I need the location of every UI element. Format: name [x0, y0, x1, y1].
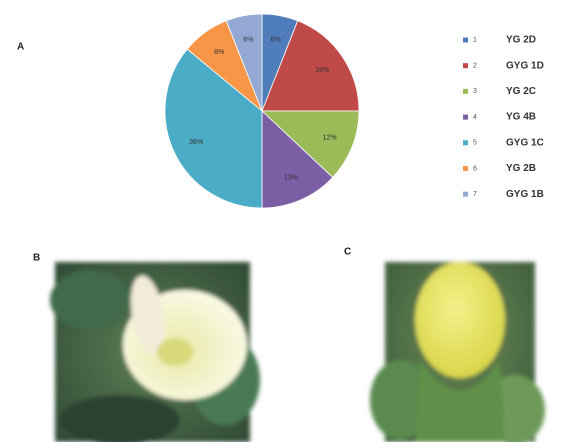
photo-b — [50, 262, 260, 442]
legend-swatch — [463, 89, 468, 94]
legend-key: 7 — [473, 191, 477, 198]
legend-key: 4 — [473, 114, 477, 121]
legend-label: GYG 1C — [506, 137, 544, 148]
legend-swatch — [463, 38, 468, 43]
value-label: 8% — [214, 49, 224, 56]
legend-swatch — [463, 115, 468, 120]
legend-swatch — [463, 140, 468, 145]
value-label: 13% — [284, 175, 298, 182]
panel-label: C — [344, 247, 351, 258]
legend-label: GYG 1D — [506, 60, 544, 71]
legend-label: YG 2B — [506, 163, 536, 174]
panel-label: B — [33, 253, 40, 264]
legend-label: GYG 1B — [506, 189, 544, 200]
value-label: 6% — [243, 36, 253, 43]
legend-label: YG 2C — [506, 86, 536, 97]
value-label: 19% — [315, 67, 329, 74]
legend-label: YG 4B — [506, 112, 536, 123]
value-label: 6% — [271, 36, 281, 43]
legend-key: 6 — [473, 165, 477, 172]
legend-swatch — [463, 166, 468, 171]
legend-label: YG 2D — [506, 35, 536, 46]
value-label: 36% — [189, 139, 203, 146]
legend-key: 1 — [473, 37, 477, 44]
legend-key: 3 — [473, 88, 477, 95]
legend-key: 2 — [473, 63, 477, 70]
value-label: 12% — [323, 135, 337, 142]
legend-swatch — [463, 192, 468, 197]
legend-swatch — [463, 63, 468, 68]
photo-c — [370, 262, 545, 442]
panel-label: A — [17, 42, 24, 53]
legend-key: 5 — [473, 140, 477, 147]
figure: A B C 6% 19% 12% 13% 36% 8% 6% 1 YG 2D 2 GYG 1D 3 YG… — [0, 0, 566, 442]
